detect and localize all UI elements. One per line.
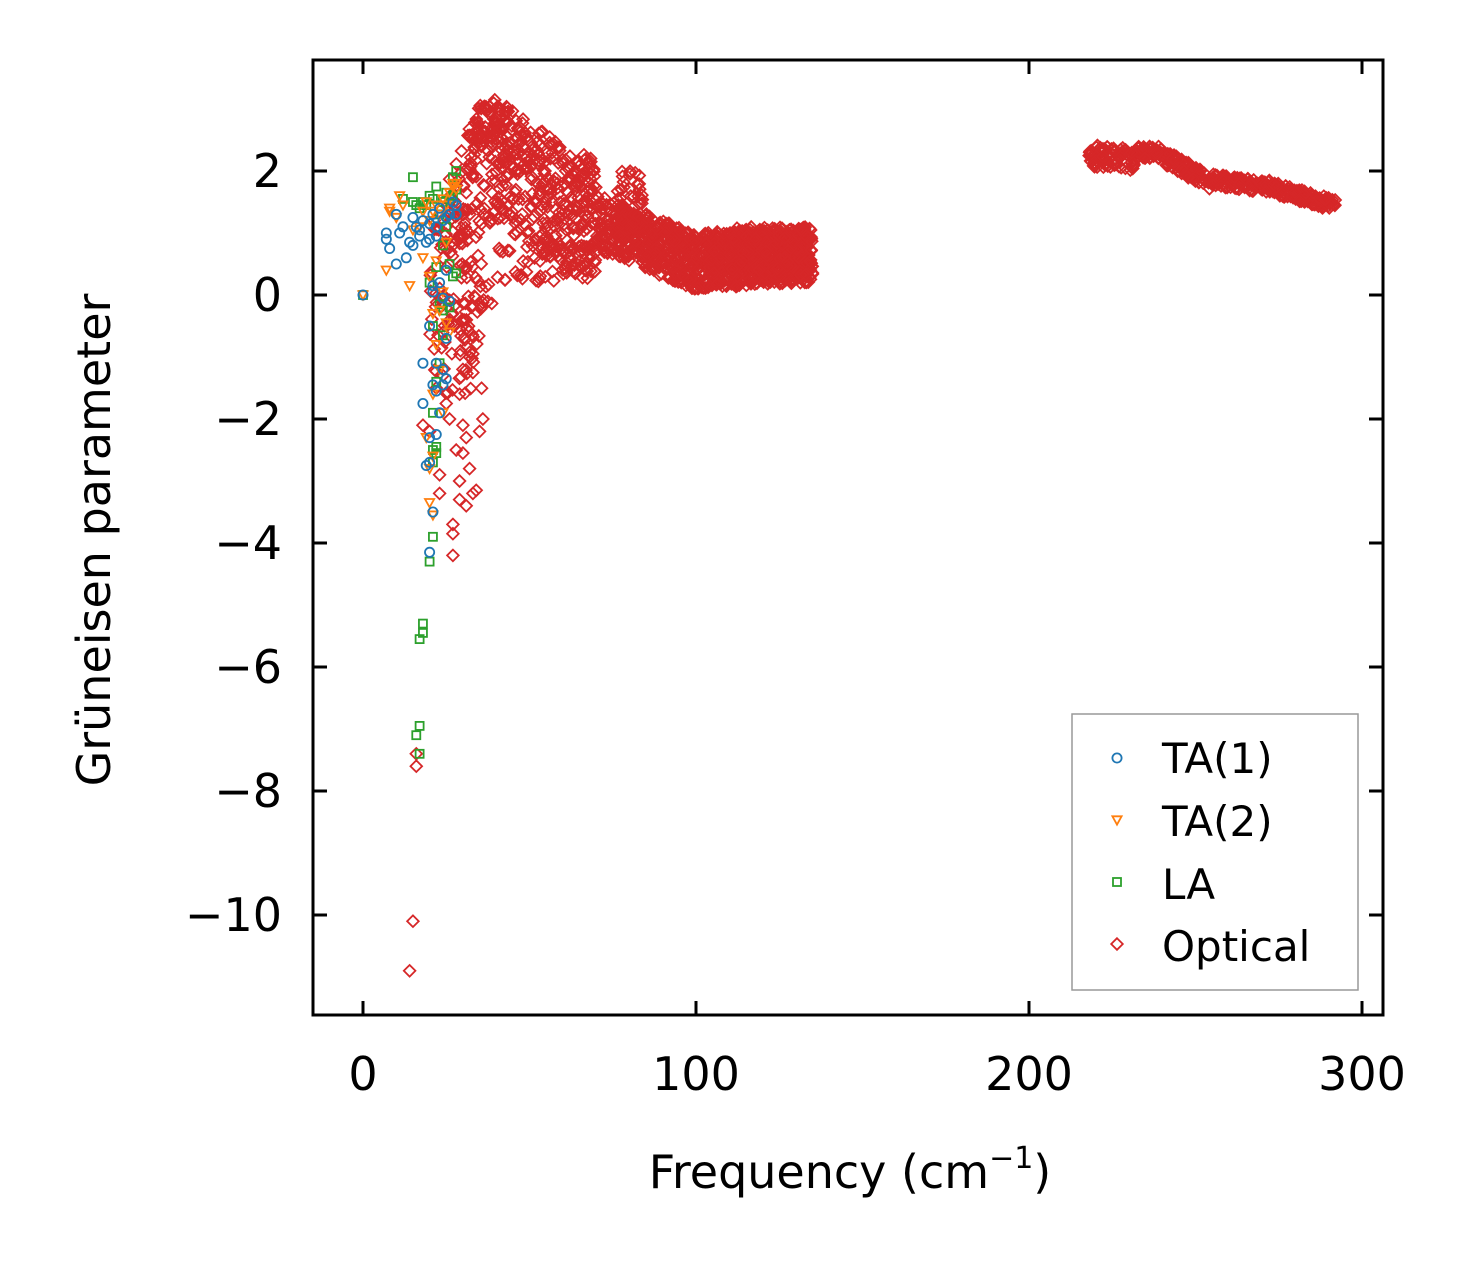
- legend-label-ta1: TA(1): [1161, 734, 1273, 783]
- point-optical: [434, 469, 446, 481]
- x-tick-label: 100: [652, 1047, 740, 1101]
- y-tick-label: −10: [185, 888, 282, 942]
- point-optical: [460, 432, 472, 444]
- point-optical: [456, 145, 468, 157]
- point-ta1: [382, 235, 391, 244]
- point-ta1: [392, 259, 401, 268]
- point-ta2: [425, 499, 434, 507]
- y-axis-label: Grüneisen parameter: [67, 293, 121, 786]
- legend-label-la: LA: [1162, 860, 1215, 909]
- y-tick-label: 0: [253, 268, 282, 322]
- point-la: [416, 722, 424, 730]
- y-tick-label: −8: [214, 764, 282, 818]
- point-la: [429, 533, 437, 541]
- point-optical: [404, 965, 416, 977]
- point-optical: [444, 413, 456, 425]
- y-tick-label: −2: [214, 392, 282, 446]
- x-tick-label: 200: [985, 1047, 1073, 1101]
- point-la: [426, 558, 434, 566]
- point-la: [419, 620, 427, 628]
- point-la: [412, 731, 420, 739]
- x-tick-label: 300: [1318, 1047, 1406, 1101]
- point-optical: [407, 915, 419, 927]
- point-ta2: [405, 282, 414, 290]
- point-optical: [464, 463, 476, 475]
- point-optical: [477, 413, 489, 425]
- point-optical: [434, 488, 446, 500]
- x-axis-label-sup: −1: [989, 1141, 1033, 1176]
- point-la: [409, 173, 417, 181]
- y-tick-label: −4: [214, 516, 282, 570]
- point-ta1: [408, 213, 417, 222]
- legend-label-optical: Optical: [1162, 922, 1310, 971]
- point-ta1: [425, 548, 434, 557]
- point-ta1: [418, 399, 427, 408]
- x-axis-label-close: ): [1033, 1145, 1051, 1199]
- legend: TA(1) TA(2) LA Optical: [1072, 714, 1358, 990]
- point-optical: [454, 475, 466, 487]
- point-optical: [474, 426, 486, 438]
- gruneisen-scatter-chart: 0 100 200 300 2 0 −2 −4 −6 −8 −10 Grüneisen parame…: [0, 0, 1481, 1264]
- x-axis-label: Frequency (cm−1): [649, 1141, 1052, 1199]
- point-ta2: [382, 267, 391, 275]
- point-la: [432, 183, 440, 191]
- y-tick-label: −6: [214, 640, 282, 694]
- point-optical: [447, 550, 459, 562]
- point-optical: [476, 382, 488, 394]
- x-tick-label: 0: [348, 1047, 377, 1101]
- point-ta1: [385, 244, 394, 253]
- point-ta1: [402, 253, 411, 262]
- legend-label-ta2: TA(2): [1161, 797, 1273, 846]
- point-optical: [457, 419, 469, 431]
- point-optical: [410, 760, 422, 772]
- x-axis-label-main: Frequency (cm: [649, 1145, 989, 1199]
- point-ta1: [418, 359, 427, 368]
- y-tick-label: 2: [253, 144, 282, 198]
- point-ta2: [418, 254, 427, 262]
